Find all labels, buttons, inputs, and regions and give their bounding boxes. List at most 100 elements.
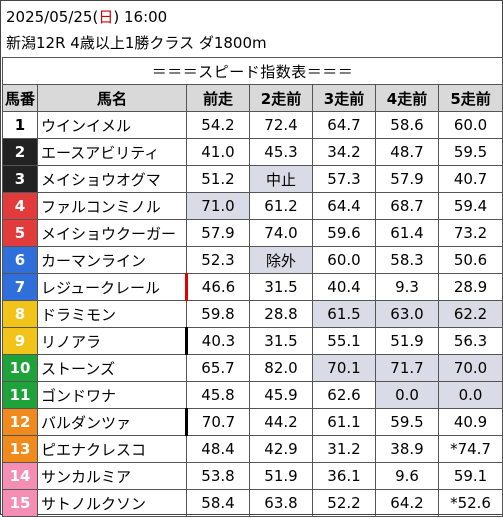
speed-index-cell: 0.0 xyxy=(437,381,503,409)
col-header-5-races-ago: 5走前 xyxy=(437,84,503,112)
speed-index-cell: 48.7 xyxy=(375,138,439,166)
speed-index-table: ＝＝＝スピード指数表＝＝＝ 馬番 馬名 前走 2走前 3走前 4走前 5走前 1… xyxy=(1,57,503,517)
speed-index-cell: 74.0 xyxy=(249,219,313,247)
col-header-4-races-ago: 4走前 xyxy=(375,84,439,112)
speed-index-cell: 61.5 xyxy=(312,300,376,328)
horse-number: 3 xyxy=(2,165,38,193)
race-date: 2025/05/25 xyxy=(6,8,93,26)
speed-index-cell: 63.8 xyxy=(249,489,313,517)
speed-index-cell: 64.4 xyxy=(312,192,376,220)
speed-index-cell: 53.8 xyxy=(186,462,250,490)
speed-index-cell: 71.0 xyxy=(186,192,250,220)
speed-index-cell: 28.8 xyxy=(249,300,313,328)
horse-number: 10 xyxy=(2,354,38,382)
horse-number: 15 xyxy=(2,489,38,517)
race-info: 新潟12R 4歳以上1勝クラス ダ1800m xyxy=(6,34,267,52)
speed-index-cell: 61.4 xyxy=(375,219,439,247)
horse-name: メイショウクーガー xyxy=(37,219,187,247)
speed-index-cell: 60.0 xyxy=(437,111,503,139)
speed-index-cell: 36.1 xyxy=(312,462,376,490)
horse-number: 12 xyxy=(2,408,38,436)
speed-index-cell: 68.7 xyxy=(375,192,439,220)
speed-index-cell: 61.2 xyxy=(249,192,313,220)
horse-number: 6 xyxy=(2,246,38,274)
horse-row: 10 ストーンズ 65.7 82.0 70.1 71.7 70.0 xyxy=(2,354,503,382)
speed-index-cell: 65.7 xyxy=(186,354,250,382)
horse-number: 1 xyxy=(2,111,38,139)
horse-name: リノアラ xyxy=(37,327,188,355)
speed-index-cell: *74.7 xyxy=(437,435,503,463)
horse-name: ドラミモン xyxy=(37,300,187,328)
speed-index-cell: 40.7 xyxy=(437,165,503,193)
speed-index-cell: 31.2 xyxy=(312,435,376,463)
speed-index-cell: 45.3 xyxy=(249,138,313,166)
speed-index-cell: 中止 xyxy=(249,165,313,193)
speed-index-cell: 45.8 xyxy=(186,381,250,409)
speed-index-cell: 73.2 xyxy=(437,219,503,247)
speed-index-cell: 58.6 xyxy=(375,111,439,139)
speed-index-cell: 除外 xyxy=(249,246,313,274)
col-header-3-races-ago: 3走前 xyxy=(312,84,376,112)
horse-name: ゴンドワナ xyxy=(37,381,187,409)
speed-index-cell: 42.9 xyxy=(249,435,313,463)
speed-index-cell: 9.3 xyxy=(375,273,439,301)
speed-index-cell: 70.1 xyxy=(312,354,376,382)
speed-index-cell: 44.2 xyxy=(249,408,313,436)
horse-name: サンカルミア xyxy=(37,462,187,490)
speed-index-cell: 51.2 xyxy=(186,165,250,193)
horse-name: ピエナクレスコ xyxy=(37,435,187,463)
horse-name: バルダンツァ xyxy=(37,408,188,436)
horse-row: 8 ドラミモン 59.8 28.8 61.5 63.0 62.2 xyxy=(2,300,503,328)
horse-name: カーマンライン xyxy=(37,246,187,274)
speed-index-cell: 62.2 xyxy=(437,300,503,328)
weekday-open-paren: ( xyxy=(92,8,99,26)
speed-index-cell: 55.1 xyxy=(312,327,376,355)
speed-index-cell: 34.2 xyxy=(312,138,376,166)
speed-index-cell: 60.0 xyxy=(312,246,376,274)
horse-number: 14 xyxy=(2,462,38,490)
horse-row: 9 リノアラ 40.3 31.5 55.1 51.9 56.3 xyxy=(2,327,503,355)
speed-index-cell: 64.2 xyxy=(375,489,439,517)
horse-number: 5 xyxy=(2,219,38,247)
speed-index-cell: 52.2 xyxy=(312,489,376,517)
speed-index-cell: 70.0 xyxy=(437,354,503,382)
speed-index-cell: 63.0 xyxy=(375,300,439,328)
speed-index-cell: 64.7 xyxy=(312,111,376,139)
speed-index-cell: 40.9 xyxy=(437,408,503,436)
horse-name: サトノルクソン xyxy=(37,489,187,517)
weekday-close-paren: ) xyxy=(113,8,120,26)
speed-index-cell: 31.5 xyxy=(249,273,313,301)
speed-index-cell: 51.9 xyxy=(375,327,439,355)
speed-index-cell: 56.3 xyxy=(437,327,503,355)
horse-name: エースアビリティ xyxy=(37,138,187,166)
col-header-last-race: 前走 xyxy=(186,84,250,112)
race-datetime: 2025/05/25(日) 16:00 xyxy=(6,7,167,27)
speed-index-cell: *52.6 xyxy=(437,489,503,517)
speed-index-cell: 41.0 xyxy=(186,138,250,166)
horse-row: 12 バルダンツァ 70.7 44.2 61.1 59.5 40.9 xyxy=(2,408,503,436)
speed-index-cell: 59.4 xyxy=(437,192,503,220)
speed-index-cell: 57.9 xyxy=(186,219,250,247)
col-header-2-races-ago: 2走前 xyxy=(249,84,313,112)
speed-index-cell: 51.9 xyxy=(249,462,313,490)
speed-index-cell: 31.5 xyxy=(249,327,313,355)
speed-index-cell: 59.8 xyxy=(186,300,250,328)
speed-index-cell: 54.2 xyxy=(186,111,250,139)
speed-index-cell: 40.4 xyxy=(312,273,376,301)
speed-index-cell: 82.0 xyxy=(249,354,313,382)
race-weekday: 日 xyxy=(98,8,114,26)
horse-name: メイショウオグマ xyxy=(37,165,187,193)
col-header-horse-name: 馬名 xyxy=(37,84,187,112)
speed-index-cell: 38.9 xyxy=(375,435,439,463)
horse-row: 1 ウインイメル 54.2 72.4 64.7 58.6 60.0 xyxy=(2,111,503,139)
speed-index-cell: 72.4 xyxy=(249,111,313,139)
speed-index-cell: 70.7 xyxy=(186,408,250,436)
speed-index-cell: 52.3 xyxy=(186,246,250,274)
speed-index-cell: 28.9 xyxy=(437,273,503,301)
horse-row: 13 ピエナクレスコ 48.4 42.9 31.2 38.9 *74.7 xyxy=(2,435,503,463)
horse-row: 11 ゴンドワナ 45.8 45.9 62.6 0.0 0.0 xyxy=(2,381,503,409)
speed-index-cell: 58.3 xyxy=(375,246,439,274)
horse-row: 2 エースアビリティ 41.0 45.3 34.2 48.7 59.5 xyxy=(2,138,503,166)
horse-row: 7 レジュークレール 46.6 31.5 40.4 9.3 28.9 xyxy=(2,273,503,301)
speed-index-cell: 58.4 xyxy=(186,489,250,517)
